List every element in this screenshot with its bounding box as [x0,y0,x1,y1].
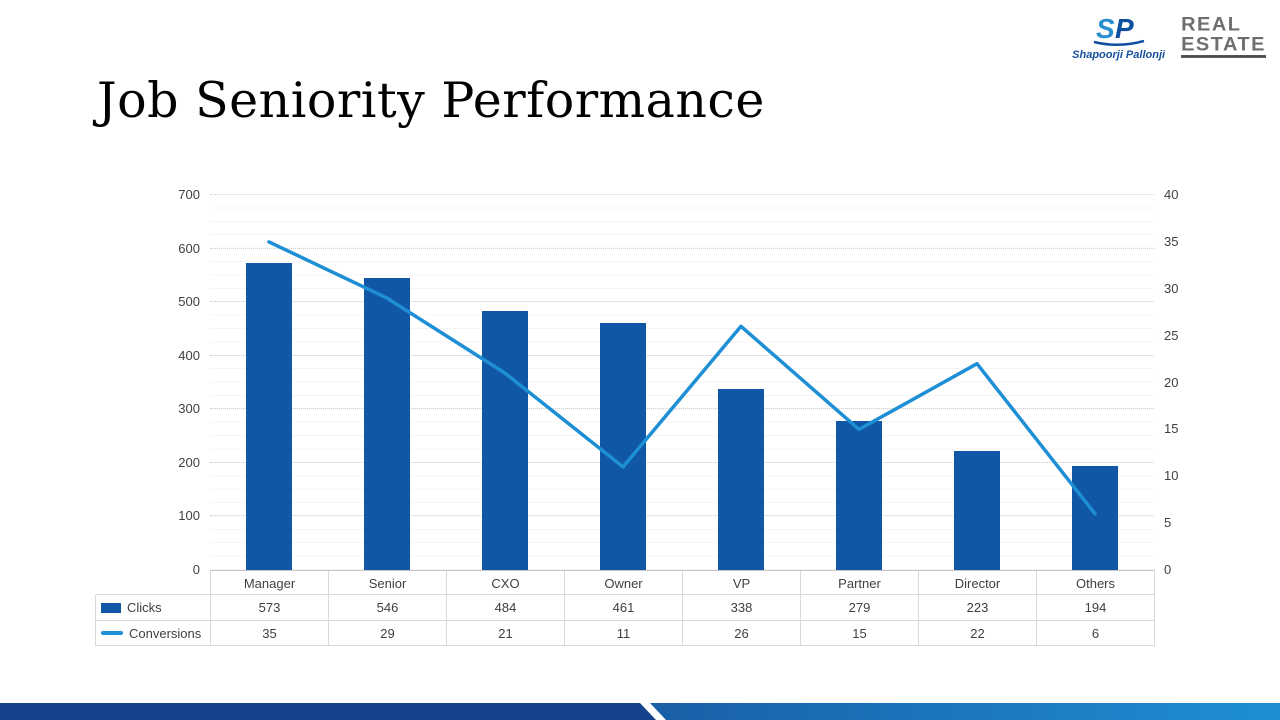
table-value-cell: 194 [1037,594,1155,621]
conversions-line-path [267,240,1097,516]
table-value-cell: 546 [329,594,447,621]
table-value-cell: 461 [565,594,683,621]
right-axis-tick-label: 20 [1164,374,1179,390]
table-value-cell: 35 [211,621,329,646]
svg-text:P: P [1115,13,1134,44]
right-axis-tick-label: 0 [1164,562,1172,577]
gridline [210,354,1154,356]
bar-senior [364,277,410,570]
table-value-cell: 11 [565,621,683,646]
table-value-cell: 338 [683,594,801,621]
table-header-cell: Director [919,571,1037,595]
legend-label: Conversions [129,625,202,641]
right-axis-labels: 0 5 10 15 20 25 30 35 40 [1164,187,1208,577]
table-value-cell: 15 [801,621,919,646]
table-header-cell: CXO [447,571,565,595]
gridlines-layer [210,194,1154,570]
brand-name: Shapoorji Pallonji [1072,49,1166,61]
table-header-row: Manager Senior CXO Owner VP Partner Director Ot… [210,570,1155,595]
right-axis-tick-label: 10 [1164,468,1179,484]
table-value-cell: 21 [447,621,565,646]
table-value-cell: 573 [211,594,329,621]
right-axis-tick-label: 30 [1164,280,1179,296]
footer-right-band [650,703,1280,720]
bars-layer [210,195,1154,570]
slide-title: Job Seniority Performance [97,72,765,129]
table-value-cell: 26 [683,621,801,646]
bar-manager [246,263,292,570]
bar-cxo [482,310,528,570]
gridline [210,408,1154,410]
left-axis-tick-label: 600 [178,240,200,256]
table-value-cell: 22 [919,621,1037,646]
plot-area [210,194,1154,570]
svg-text:S: S [1096,13,1115,44]
table-header-cell: Partner [801,571,919,595]
table-value-cell: 29 [329,621,447,646]
gridline [210,247,1154,249]
gridline [210,301,1154,303]
table-value-cell: 279 [801,594,919,621]
bar-director [954,450,1000,570]
table-value-cell: 6 [1037,621,1155,646]
table-header-cell: Others [1037,571,1155,595]
table-header-cell: Senior [329,571,447,595]
gridline [210,461,1154,463]
table-value-cell: 484 [447,594,565,621]
left-axis-tick-label: 200 [178,454,200,470]
table-header-cell: Manager [211,571,329,595]
bar-partner [836,420,882,570]
legend-cell-conversions: Conversions [96,621,211,646]
table-value-cell: 223 [919,594,1037,621]
clicks-legend-swatch [101,602,121,613]
right-axis-tick-label: 25 [1164,327,1179,343]
right-axis-tick-label: 40 [1164,187,1179,202]
gridline [210,194,1154,195]
left-axis-tick-label: 100 [178,508,200,524]
line-layer [267,240,1097,516]
real-estate-wordmark: REAL ESTATE [1181,13,1266,58]
footer-bar [0,703,1280,720]
conversions-legend-swatch [101,631,123,635]
table-header-cell: Owner [565,571,683,595]
left-axis-tick-label: 500 [178,294,200,310]
table-header-cell: VP [683,571,801,595]
right-axis-tick-label: 5 [1164,515,1172,531]
footer-left-band [0,703,656,720]
right-axis-tick-label: 15 [1164,421,1179,437]
shapoorji-pallonji-logo: S P Shapoorji Pallonji [1072,12,1165,61]
legend-cell-clicks: Clicks [96,594,211,621]
brand-logo: S P Shapoorji Pallonji REAL ESTATE [1072,12,1266,61]
bar-others [1072,466,1118,570]
left-axis-tick-label: 700 [178,187,200,202]
wordmark-estate: ESTATE [1181,35,1266,58]
left-axis-labels: 0 100 200 300 400 500 600 700 [148,187,200,577]
wordmark-real: REAL [1181,13,1242,35]
sp-monogram-icon: S P [1093,13,1144,46]
bar-vp [718,388,764,570]
left-axis-tick-label: 400 [178,347,200,363]
table-body: Clicks 573 546 484 461 338 279 223 194 Conversion… [95,594,1155,646]
gridline [210,515,1154,517]
legend-label: Clicks [127,600,162,615]
left-axis-tick-label: 300 [178,401,200,417]
left-axis-tick-label: 0 [192,562,200,577]
right-axis-tick-label: 35 [1164,233,1179,249]
